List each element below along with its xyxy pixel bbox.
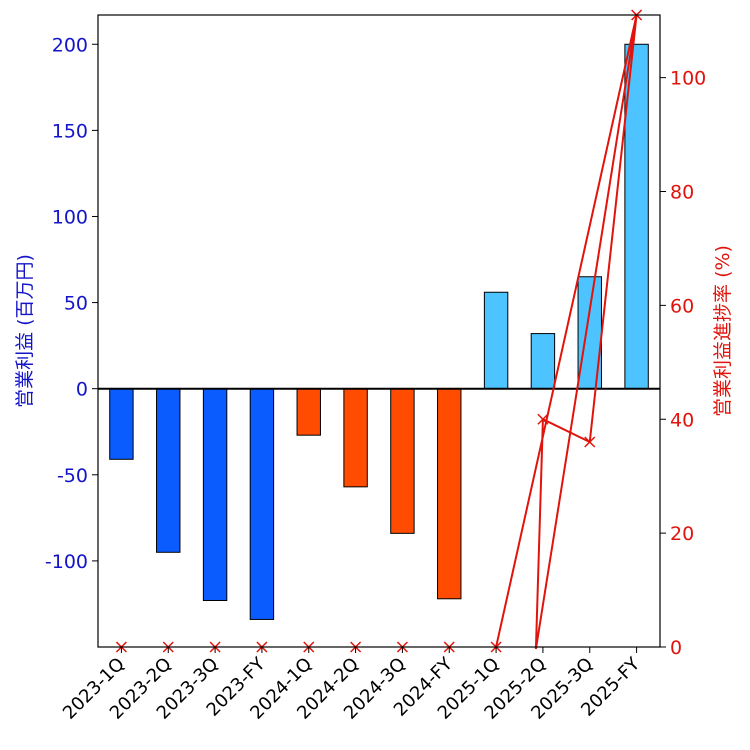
progress-marker-2025-2Q: [537, 413, 549, 425]
right-tick-label: 20: [670, 523, 694, 545]
progress-line-layer: [115, 9, 643, 653]
right-tick-label: 100: [670, 68, 706, 90]
bar-2023-2Q: [156, 388, 181, 553]
right-tick-label: 0: [670, 637, 682, 659]
plot-frame: [97, 14, 661, 648]
left-tick-label: 50: [64, 293, 88, 315]
left-tick-label: -50: [57, 465, 88, 487]
left-tick-label: -100: [45, 551, 88, 573]
left-tick-label: 200: [52, 34, 88, 56]
right-tick-label: 80: [670, 182, 694, 204]
progress-marker-2025-3Q: [584, 436, 596, 448]
bar-2024-2Q: [343, 388, 368, 488]
bar-2023-1Q: [109, 388, 134, 460]
bars-layer: [109, 43, 649, 620]
bar-2023-FY: [249, 388, 275, 620]
bar-2024-FY: [437, 388, 462, 600]
bar-2025-2Q: [530, 333, 556, 390]
right-axis-label: 営業利益進捗率 (%): [712, 245, 734, 417]
bar-2024-3Q: [390, 388, 415, 534]
left-tick-label: 0: [76, 379, 88, 401]
left-tick-label: 150: [52, 120, 88, 142]
bar-2023-3Q: [202, 388, 228, 602]
left-tick-label: 100: [52, 206, 88, 228]
x-axis-ticks: 2023-1Q2023-2Q2023-3Q2023-FY2024-1Q2024-…: [59, 647, 645, 724]
bar-2024-1Q: [296, 388, 321, 436]
left-axis-ticks: 200 150 100 50 0 -50 -100: [45, 34, 98, 573]
right-tick-label: 40: [670, 409, 694, 431]
left-axis-label: 営業利益 (百万円): [14, 254, 36, 408]
progress-line: [495, 14, 638, 650]
right-tick-label: 60: [670, 295, 694, 317]
right-axis-ticks: 100 80 60 40 20 0: [660, 68, 706, 659]
bar-2025-1Q: [483, 291, 509, 390]
